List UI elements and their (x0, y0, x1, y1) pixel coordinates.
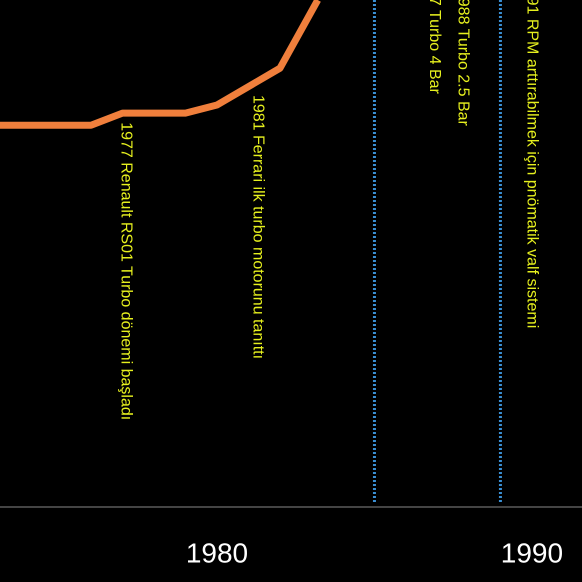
annotation: 1988 Turbo 2.5 Bar (454, 0, 471, 127)
annotation: 1987 Turbo 4 Bar (426, 0, 443, 95)
line-series (0, 0, 321, 129)
annotation: 1981 Ferrari ilk turbo motorunu tanıttı (250, 95, 267, 359)
plot-area: 1977 Renault RS01 Turbo dönemi başladı 19… (0, 0, 541, 503)
x-tick-label: 1980 (186, 537, 248, 568)
annotation: 1977 Renault RS01 Turbo dönemi başladı (117, 122, 134, 420)
annotation: 1991 RPM arttırabilmek için pnömatik val… (524, 0, 541, 328)
x-tick-label: 1990 (501, 537, 563, 568)
